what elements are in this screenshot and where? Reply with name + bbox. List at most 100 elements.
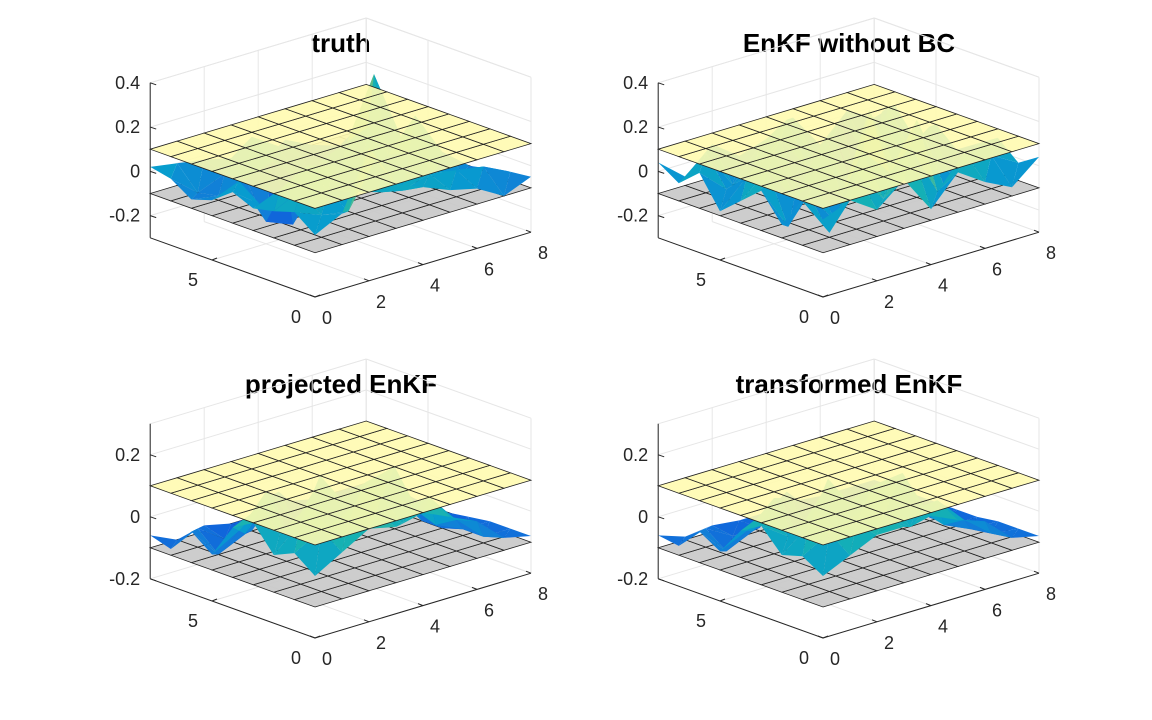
surface-facet: [423, 173, 450, 191]
subplot-enkf-without-bc: EnKF without BC 0.4 0.2 0 -0.2 0 2 4 6 8 0 5: [617, 17, 1056, 328]
surface-facet: [958, 520, 985, 522]
surface-facet: [781, 194, 809, 227]
x-tick-label: 4: [938, 276, 948, 296]
z-tick-label: -0.2: [109, 206, 140, 226]
surface-facet: [450, 516, 477, 522]
x-tick: [363, 278, 370, 282]
surface-facet: [823, 200, 850, 233]
x-tick: [525, 229, 532, 233]
axes-lines: 0.4 0.2 0 -0.2 0 2 4 6 8 0 5: [109, 73, 548, 328]
x-tick-label: 0: [322, 649, 332, 669]
x-tick-label: 2: [376, 633, 386, 653]
surface-facet: [204, 523, 232, 539]
x-tick-label: 8: [538, 243, 548, 263]
surface-facet: [429, 170, 457, 174]
surface-facet: [726, 530, 754, 552]
upper-bound-plane-cell: [337, 83, 389, 101]
z-tick: [150, 578, 157, 582]
x-tick: [309, 294, 316, 298]
surface-facet: [937, 152, 965, 192]
surface-facet: [212, 181, 239, 201]
z-tick-label: -0.2: [617, 206, 648, 226]
z-tick-label: -0.2: [109, 569, 140, 589]
grid-line: [366, 17, 532, 78]
surface-facet: [705, 525, 733, 536]
x-tick: [363, 619, 370, 623]
surface-facet: [253, 522, 281, 555]
surface-facet: [931, 172, 958, 210]
y-tick-label: 0: [799, 648, 809, 668]
surface-facet: [740, 170, 768, 201]
surface-facet: [699, 172, 727, 212]
x-tick: [817, 635, 824, 639]
x-tick-label: 0: [830, 649, 840, 669]
z-tick-label: 0.2: [115, 117, 140, 137]
surface-facet: [720, 530, 747, 552]
surface-facet: [477, 166, 504, 196]
surface-facet: [429, 170, 457, 191]
y-tick: [822, 635, 829, 639]
x-tick-label: 2: [884, 292, 894, 312]
surface-facet: [678, 528, 706, 546]
x-tick-label: 6: [992, 600, 1002, 620]
surface-facet: [1012, 156, 1039, 188]
surface-facet: [191, 528, 219, 555]
x-tick-label: 0: [322, 308, 332, 328]
grid-line: [150, 389, 367, 456]
surface-facet: [483, 166, 511, 196]
y-tick-label: 0: [291, 307, 301, 327]
axes-lines: 0.2 0 -0.2 0 2 4 6 8 0 5: [109, 423, 548, 669]
z-tick: [658, 516, 665, 520]
surface-facet: [435, 525, 463, 530]
grid-line: [874, 358, 1040, 419]
surface-facet: [504, 528, 531, 538]
axis-line: [658, 237, 824, 298]
z-tick: [150, 516, 157, 520]
y-tick: [719, 257, 726, 261]
z-tick: [150, 126, 157, 130]
subplot-title: projected EnKF: [245, 369, 437, 399]
surface-facet: [504, 171, 531, 196]
surface-facet: [232, 181, 260, 204]
z-tick-label: 0.4: [115, 73, 140, 93]
surface-facet: [170, 163, 198, 193]
surface-facet: [991, 155, 1019, 188]
z-tick-label: 0.2: [623, 445, 648, 465]
x-tick: [1033, 229, 1040, 233]
z-tick: [150, 454, 157, 458]
z-tick-label: 0: [130, 507, 140, 527]
upper-bound-plane: [148, 83, 533, 209]
grid-line: [874, 389, 1040, 450]
x-tick: [1033, 570, 1040, 574]
surface-facet: [658, 162, 686, 184]
z-tick-label: 0.2: [115, 445, 140, 465]
surface-facet: [232, 192, 260, 209]
z-tick: [658, 126, 665, 130]
x-tick-label: 4: [938, 617, 948, 637]
surface-facet: [781, 194, 809, 225]
z-tick: [150, 215, 157, 219]
surface-facet: [197, 173, 225, 196]
x-tick: [471, 586, 478, 590]
surface-facet: [943, 520, 971, 530]
surface-facet: [712, 520, 740, 536]
subplot-truth: truth 0.4 0.2 0 -0.2 0 2 4 6 8 0 5: [109, 17, 548, 328]
x-tick-label: 4: [430, 276, 440, 296]
x-tick-label: 2: [884, 633, 894, 653]
z-tick-label: 0.2: [623, 117, 648, 137]
surface-facet: [985, 521, 1012, 538]
x-tick: [309, 635, 316, 639]
y-tick-label: 0: [291, 648, 301, 668]
subplot-projected-enkf: projected EnKF 0.2 0 -0.2 0 2 4 6 8 0 5: [109, 358, 548, 669]
grid-line: [874, 17, 1040, 78]
x-tick-label: 6: [484, 259, 494, 279]
surface-facet: [658, 535, 686, 546]
surface-facet: [191, 195, 219, 201]
surface-facet: [720, 176, 747, 212]
upper-bound-plane-cell: [845, 83, 897, 101]
surface-facet: [802, 201, 830, 233]
surface-facet: [450, 170, 477, 191]
grid-line: [658, 61, 875, 128]
y-tick: [314, 635, 321, 639]
